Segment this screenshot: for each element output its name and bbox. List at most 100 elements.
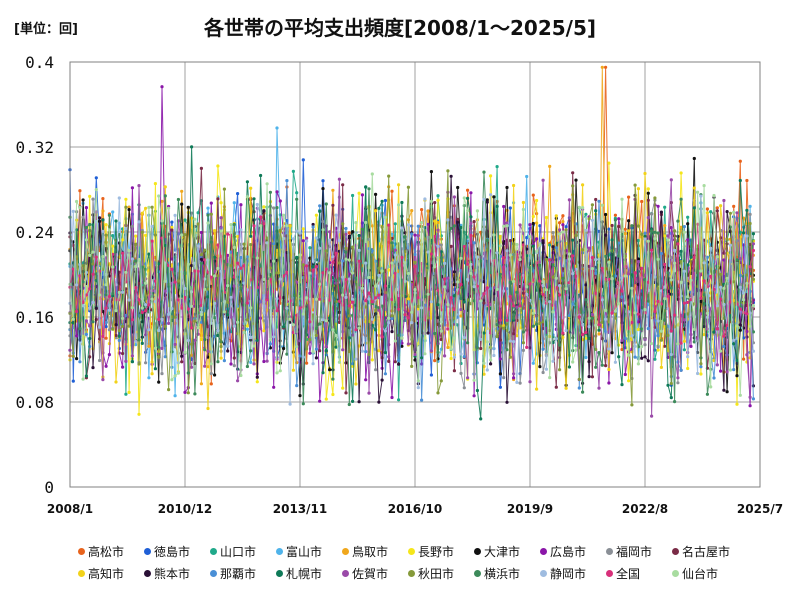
data-point bbox=[364, 378, 368, 382]
data-point bbox=[176, 197, 180, 202]
data-point bbox=[673, 261, 677, 265]
data-point bbox=[374, 328, 378, 332]
data-point bbox=[590, 256, 595, 260]
data-point bbox=[104, 320, 108, 325]
data-point bbox=[308, 271, 312, 275]
data-point bbox=[236, 192, 240, 196]
data-point bbox=[548, 300, 552, 304]
data-point bbox=[393, 248, 397, 252]
data-point bbox=[725, 323, 729, 327]
data-point bbox=[193, 319, 197, 323]
data-point bbox=[511, 316, 516, 320]
data-point bbox=[321, 220, 325, 224]
data-point bbox=[232, 356, 236, 360]
data-point bbox=[88, 253, 92, 257]
data-point bbox=[646, 299, 650, 303]
data-point bbox=[446, 327, 450, 331]
data-point bbox=[439, 256, 443, 260]
data-point bbox=[259, 224, 263, 228]
data-point bbox=[699, 269, 703, 273]
data-point bbox=[541, 292, 545, 297]
data-point bbox=[738, 307, 742, 311]
data-point bbox=[613, 316, 618, 320]
data-point bbox=[462, 386, 466, 390]
data-point bbox=[597, 332, 601, 336]
data-point bbox=[643, 343, 647, 347]
data-point bbox=[104, 336, 108, 340]
data-point bbox=[571, 254, 575, 258]
data-point bbox=[344, 278, 348, 282]
data-point bbox=[190, 304, 194, 308]
data-point bbox=[347, 258, 351, 262]
data-point bbox=[482, 292, 486, 296]
data-point bbox=[249, 360, 253, 364]
data-point bbox=[275, 297, 279, 301]
data-point bbox=[104, 233, 108, 237]
data-point bbox=[584, 298, 588, 302]
data-point bbox=[551, 260, 555, 264]
data-point bbox=[91, 366, 95, 370]
data-point bbox=[646, 198, 650, 202]
data-point bbox=[666, 333, 670, 337]
legend-marker bbox=[672, 547, 679, 555]
data-point bbox=[104, 283, 108, 287]
y-tick-label: 0.4 bbox=[25, 53, 54, 72]
data-point bbox=[489, 271, 493, 275]
data-point bbox=[699, 312, 703, 316]
data-point bbox=[669, 329, 673, 333]
legend-marker bbox=[408, 547, 415, 555]
data-point bbox=[505, 249, 509, 253]
data-point bbox=[538, 279, 542, 283]
data-point bbox=[137, 281, 141, 286]
data-point bbox=[324, 397, 328, 401]
data-point bbox=[472, 241, 476, 245]
data-point bbox=[285, 224, 289, 228]
data-point bbox=[370, 224, 374, 228]
data-point bbox=[725, 210, 729, 214]
data-point bbox=[535, 387, 539, 391]
data-point bbox=[663, 205, 667, 209]
data-point bbox=[186, 307, 190, 311]
data-point bbox=[686, 300, 690, 304]
data-point bbox=[587, 325, 591, 329]
data-point bbox=[577, 386, 581, 390]
data-point bbox=[650, 248, 654, 252]
legend-marker bbox=[144, 547, 151, 555]
data-point bbox=[219, 201, 223, 205]
data-point bbox=[502, 224, 506, 228]
data-point bbox=[581, 248, 585, 252]
data-point bbox=[663, 297, 667, 301]
data-point bbox=[416, 307, 420, 311]
legend-marker bbox=[276, 569, 283, 577]
data-point bbox=[640, 327, 644, 331]
data-point bbox=[689, 255, 693, 259]
data-point bbox=[558, 232, 562, 236]
data-point bbox=[390, 232, 394, 236]
data-point bbox=[242, 242, 246, 246]
data-point bbox=[715, 304, 719, 308]
data-point bbox=[167, 388, 171, 392]
legend-marker bbox=[342, 547, 349, 555]
data-point bbox=[144, 361, 148, 365]
data-point bbox=[94, 306, 98, 310]
data-point bbox=[193, 269, 197, 273]
data-point bbox=[150, 297, 154, 301]
data-point bbox=[137, 257, 141, 262]
data-point bbox=[600, 266, 604, 270]
data-point bbox=[153, 182, 157, 186]
data-point bbox=[590, 218, 595, 222]
data-point bbox=[452, 224, 456, 228]
data-point bbox=[745, 353, 749, 357]
data-point bbox=[321, 187, 325, 191]
data-point bbox=[433, 359, 437, 363]
data-point bbox=[117, 334, 121, 338]
data-point bbox=[140, 211, 144, 215]
data-point bbox=[380, 335, 384, 339]
legend-marker bbox=[342, 569, 349, 577]
data-point bbox=[495, 204, 499, 208]
data-point bbox=[219, 344, 223, 349]
data-point bbox=[305, 236, 309, 240]
data-point bbox=[209, 212, 213, 216]
data-point bbox=[91, 320, 95, 324]
data-point bbox=[170, 350, 174, 354]
